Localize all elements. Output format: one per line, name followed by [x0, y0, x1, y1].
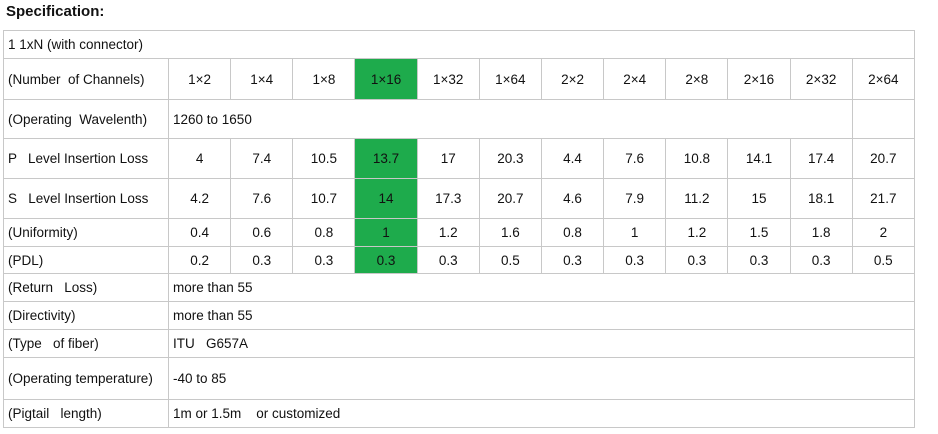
value-cell: 14.1 — [727, 138, 791, 179]
value-cell: 1×8 — [292, 58, 356, 100]
value-cell: 1 — [354, 218, 418, 247]
row-label: (Type of fiber) — [3, 329, 169, 358]
value-cell: 20.7 — [478, 178, 542, 219]
value-cell: 1.2 — [416, 218, 480, 247]
value-cell: ITU G657A — [168, 329, 915, 358]
value-cell: 20.3 — [478, 138, 542, 179]
value-cell: 2 — [851, 218, 915, 247]
caption-cell: 1 1xN (with connector) — [3, 30, 915, 59]
value-cell: 1m or 1.5m or customized — [168, 399, 915, 428]
value-cell: 14 — [354, 178, 418, 219]
value-cell: 1.8 — [789, 218, 853, 247]
value-cell: 0.3 — [292, 246, 356, 274]
value-cell: 7.6 — [230, 178, 294, 219]
value-cell: 0.3 — [540, 246, 605, 274]
value-cell: 0.8 — [540, 218, 605, 247]
value-cell: 21.7 — [851, 178, 915, 219]
row-label: (Operating temperature) — [3, 357, 169, 400]
value-cell: 10.5 — [292, 138, 356, 179]
row-label: (Directivity) — [3, 301, 169, 330]
value-cell: 2×64 — [851, 58, 915, 100]
table-row: (Number of Channels) 1×2 1×4 1×8 1×16 1×32 1×6… — [3, 58, 915, 100]
value-cell: 0.3 — [416, 246, 480, 274]
value-cell: 2×4 — [603, 58, 667, 100]
row-label: P Level Insertion Loss — [3, 138, 169, 179]
value-cell: 4 — [167, 138, 232, 179]
value-cell: 18.1 — [789, 178, 853, 219]
value-cell: 7.9 — [603, 178, 667, 219]
value-cell: 2×32 — [789, 58, 853, 100]
value-cell: 17.4 — [789, 138, 853, 179]
row-label: (Pigtail length) — [3, 399, 169, 428]
value-cell: 2×2 — [540, 58, 605, 100]
value-cell: 0.5 — [478, 246, 542, 274]
value-cell: 17 — [416, 138, 480, 179]
table-row: (Directivity) more than 55 — [3, 301, 915, 330]
value-cell: 0.3 — [665, 246, 729, 274]
row-label: (Return Loss) — [3, 273, 169, 302]
value-cell: 4.4 — [540, 138, 605, 179]
value-cell: 1×64 — [478, 58, 542, 100]
value-cell: 0.3 — [727, 246, 791, 274]
value-cell: 20.7 — [851, 138, 915, 179]
value-cell: 10.7 — [292, 178, 356, 219]
value-cell: 7.6 — [603, 138, 667, 179]
value-cell: 0.3 — [789, 246, 853, 274]
table-row: (Uniformity) 0.4 0.6 0.8 1 1.2 1.6 0.8 1 1.2 1.5 1.… — [3, 218, 915, 247]
table-row: (Operating temperature) -40 to 85 — [3, 357, 915, 400]
value-cell: more than 55 — [168, 301, 915, 330]
value-cell: 0.2 — [167, 246, 232, 274]
value-cell: 0.5 — [851, 246, 915, 274]
value-cell: 13.7 — [354, 138, 418, 179]
row-label: S Level Insertion Loss — [3, 178, 169, 219]
value-cell: 0.3 — [354, 246, 418, 274]
table-row: (Pigtail length) 1m or 1.5m or customized — [3, 399, 915, 428]
value-cell: 1 — [603, 218, 667, 247]
value-cell: 4.2 — [167, 178, 232, 219]
value-cell: more than 55 — [168, 273, 915, 302]
value-cell: 1×16 — [354, 58, 418, 100]
table-row: (Operating Wavelenth) 1260 to 1650 — [3, 99, 915, 139]
value-cell: 0.4 — [167, 218, 232, 247]
value-cell: 0.6 — [230, 218, 294, 247]
empty-cell — [851, 99, 915, 139]
row-label: (Operating Wavelenth) — [3, 99, 169, 139]
value-cell: 0.3 — [603, 246, 667, 274]
value-cell: 1.6 — [478, 218, 542, 247]
value-cell: 4.6 — [540, 178, 605, 219]
value-cell: 1.5 — [727, 218, 791, 247]
table-row: 1 1xN (with connector) — [3, 30, 915, 59]
value-cell: 1×4 — [230, 58, 294, 100]
row-label: (Uniformity) — [3, 218, 169, 247]
value-cell: 0.3 — [230, 246, 294, 274]
value-cell: 0.8 — [292, 218, 356, 247]
value-cell: 17.3 — [416, 178, 480, 219]
value-cell: 1.2 — [665, 218, 729, 247]
table-row: (Type of fiber) ITU G657A — [3, 329, 915, 358]
table-row: P Level Insertion Loss 4 7.4 10.5 13.7 17 20.3… — [3, 138, 915, 179]
row-label: (PDL) — [3, 246, 169, 274]
value-cell: 10.8 — [665, 138, 729, 179]
table-row: S Level Insertion Loss 4.2 7.6 10.7 14 17.3 20… — [3, 178, 915, 219]
title: Specification: — [6, 3, 105, 20]
value-cell: 15 — [727, 178, 791, 219]
value-cell: 1×2 — [167, 58, 232, 100]
value-cell: 11.2 — [665, 178, 729, 219]
table-row: (PDL) 0.2 0.3 0.3 0.3 0.3 0.5 0.3 0.3 0.3 0.3 0.3 0.… — [3, 246, 915, 274]
value-cell: 2×16 — [727, 58, 791, 100]
row-label: (Number of Channels) — [3, 58, 169, 100]
value-cell: 1260 to 1650 — [168, 99, 853, 139]
value-cell: 7.4 — [230, 138, 294, 179]
spec-table: 1 1xN (with connector) (Number of Channel… — [3, 30, 915, 428]
value-cell: -40 to 85 — [168, 357, 915, 400]
table-row: (Return Loss) more than 55 — [3, 273, 915, 302]
value-cell: 2×8 — [665, 58, 729, 100]
value-cell: 1×32 — [416, 58, 480, 100]
